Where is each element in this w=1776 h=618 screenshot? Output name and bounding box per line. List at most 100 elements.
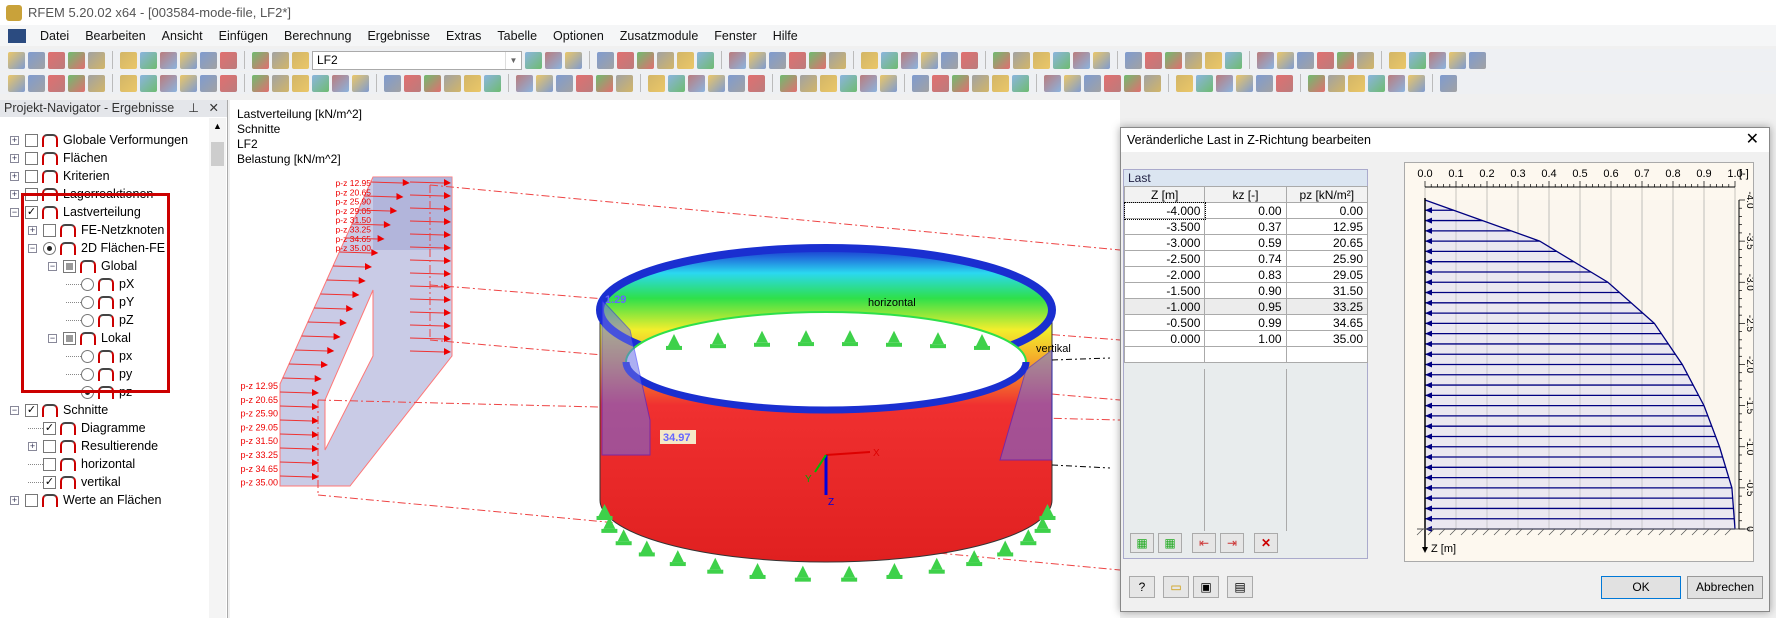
radio-button[interactable] — [81, 367, 94, 381]
table-cell[interactable]: 0.83 — [1204, 266, 1287, 283]
toolbar-button-icon[interactable] — [1236, 74, 1253, 92]
toolbar-button-icon[interactable] — [545, 51, 562, 69]
toolbar-button-icon[interactable] — [1185, 51, 1202, 69]
table-cell[interactable]: 0.000 — [1123, 330, 1206, 347]
toolbar-button-icon[interactable] — [1205, 51, 1222, 69]
table-cell[interactable]: 0.74 — [1204, 250, 1287, 267]
toolbar-button-icon[interactable] — [829, 51, 846, 69]
tree-item-werte-an-flächen[interactable]: + Werte an Flächen — [10, 491, 161, 509]
table-row[interactable]: -2.500 0.74 25.90 — [1123, 250, 1369, 267]
tree-item-schnitte[interactable]: − ✓ Schnitte — [10, 401, 108, 419]
tree-item-px[interactable]: px — [66, 347, 132, 365]
toolbar-button-icon[interactable] — [160, 74, 177, 92]
toolbar-button-icon[interactable] — [1389, 51, 1406, 69]
expand-icon[interactable]: + — [10, 188, 19, 199]
toolbar-button-icon[interactable] — [596, 74, 613, 92]
toolbar-button-icon[interactable] — [1144, 74, 1161, 92]
toolbar-button-icon[interactable] — [1297, 51, 1314, 69]
toolbar-button-icon[interactable] — [1216, 74, 1233, 92]
toolbar-button-icon[interactable] — [992, 74, 1009, 92]
toolbar-button-icon[interactable] — [565, 51, 582, 69]
cancel-button[interactable]: Abbrechen — [1687, 576, 1763, 599]
table-row[interactable]: -1.500 0.90 31.50 — [1123, 282, 1369, 299]
toolbar-button-icon[interactable] — [1145, 51, 1162, 69]
toolbar-button-icon[interactable] — [932, 74, 949, 92]
table-cell[interactable]: -1.500 — [1123, 282, 1206, 299]
checkbox[interactable] — [43, 223, 56, 237]
tree-item-lagerreaktionen[interactable]: + Lagerreaktionen — [10, 185, 153, 203]
table-cell[interactable]: 25.90 — [1285, 250, 1369, 267]
toolbar-button-icon[interactable] — [1033, 51, 1050, 69]
close-icon[interactable]: ✕ — [1745, 131, 1759, 148]
toolbar-button-icon[interactable] — [516, 74, 533, 92]
toolbar-button-icon[interactable] — [1013, 51, 1030, 69]
table-cell[interactable]: -1.000 — [1123, 298, 1206, 315]
menu-zusatzmodule[interactable]: Zusatzmodule — [619, 28, 699, 43]
toolbar-button-icon[interactable] — [1409, 51, 1426, 69]
table-row[interactable]: -1.000 0.95 33.25 — [1123, 298, 1369, 315]
tree-item-lokal[interactable]: − Lokal — [48, 329, 131, 347]
help-button[interactable]: ? — [1129, 576, 1155, 598]
table-cell[interactable]: 20.65 — [1285, 234, 1369, 251]
checkbox-checked[interactable]: ✓ — [25, 403, 38, 417]
radio-button[interactable] — [81, 295, 94, 309]
toolbar-button-icon[interactable] — [525, 51, 542, 69]
radio-button-selected[interactable] — [81, 385, 94, 399]
radio-button[interactable] — [81, 349, 94, 363]
toolbar-button-icon[interactable] — [912, 74, 929, 92]
toolbar-button-icon[interactable] — [1093, 51, 1110, 69]
checkbox[interactable] — [25, 151, 38, 165]
table-cell[interactable]: 0.99 — [1204, 314, 1287, 331]
loadcase-select[interactable]: LF2 ▼ — [312, 50, 522, 70]
toolbar-button-icon[interactable] — [881, 51, 898, 69]
toolbar-button-icon[interactable] — [1328, 74, 1345, 92]
toolbar-button-icon[interactable] — [88, 51, 105, 69]
tree-item-vertikal[interactable]: ✓ vertikal — [28, 473, 121, 491]
menu-optionen[interactable]: Optionen — [553, 28, 604, 43]
table-row[interactable]: -3.000 0.59 20.65 — [1123, 234, 1369, 251]
toolbar-button-icon[interactable] — [48, 51, 65, 69]
radio-button-selected[interactable] — [43, 241, 56, 255]
toolbar-button-icon[interactable] — [1440, 74, 1457, 92]
tree-item-py[interactable]: pY — [66, 293, 134, 311]
toolbar-button-icon[interactable] — [292, 51, 309, 69]
table-cell[interactable]: 1.00 — [1204, 330, 1287, 347]
table-cell[interactable]: -0.500 — [1123, 314, 1206, 331]
table-cell[interactable]: 0.00 — [1204, 202, 1287, 219]
expand-icon[interactable]: + — [10, 170, 19, 181]
toolbar-button-icon[interactable] — [88, 74, 105, 92]
table-cell[interactable]: -2.500 — [1123, 250, 1206, 267]
toolbar-button-icon[interactable] — [404, 74, 421, 92]
table-cell[interactable]: -2.000 — [1123, 266, 1206, 283]
toolbar-button-icon[interactable] — [140, 74, 157, 92]
table-cell[interactable]: 29.05 — [1285, 266, 1369, 283]
toolbar-button-icon[interactable] — [1256, 74, 1273, 92]
column-header[interactable]: Z [m] — [1123, 186, 1206, 203]
expand-icon[interactable]: + — [10, 152, 19, 163]
toolbar-button-icon[interactable] — [1308, 74, 1325, 92]
toolbar-button-icon[interactable] — [272, 51, 289, 69]
radio-button[interactable] — [81, 277, 94, 291]
toolbar-button-icon[interactable] — [880, 74, 897, 92]
expand-icon[interactable]: + — [10, 134, 19, 145]
toolbar-button-icon[interactable] — [292, 74, 309, 92]
toolbar-button-icon[interactable] — [637, 51, 654, 69]
collapse-icon[interactable]: − — [10, 206, 19, 217]
table-cell[interactable]: -4.000 — [1123, 201, 1206, 220]
collapse-icon[interactable]: − — [28, 242, 37, 253]
toolbar-button-icon[interactable] — [941, 51, 958, 69]
app-menu-icon[interactable] — [8, 28, 26, 43]
toolbar-button-icon[interactable] — [820, 74, 837, 92]
checkbox[interactable] — [43, 457, 56, 471]
tree-item-diagramme[interactable]: ✓ Diagramme — [28, 419, 146, 437]
toolbar-button-icon[interactable] — [1429, 51, 1446, 69]
table-cell[interactable]: 31.50 — [1285, 282, 1369, 299]
toolbar-button-icon[interactable] — [1125, 51, 1142, 69]
tree-item-py[interactable]: py — [66, 365, 132, 383]
toolbar-button-icon[interactable] — [688, 74, 705, 92]
toolbar-button-icon[interactable] — [120, 51, 137, 69]
export-excel-button[interactable]: ▦ — [1158, 533, 1182, 553]
menu-ansicht[interactable]: Ansicht — [161, 28, 203, 43]
expand-icon[interactable]: + — [10, 494, 19, 505]
toolbar-button-icon[interactable] — [536, 74, 553, 92]
